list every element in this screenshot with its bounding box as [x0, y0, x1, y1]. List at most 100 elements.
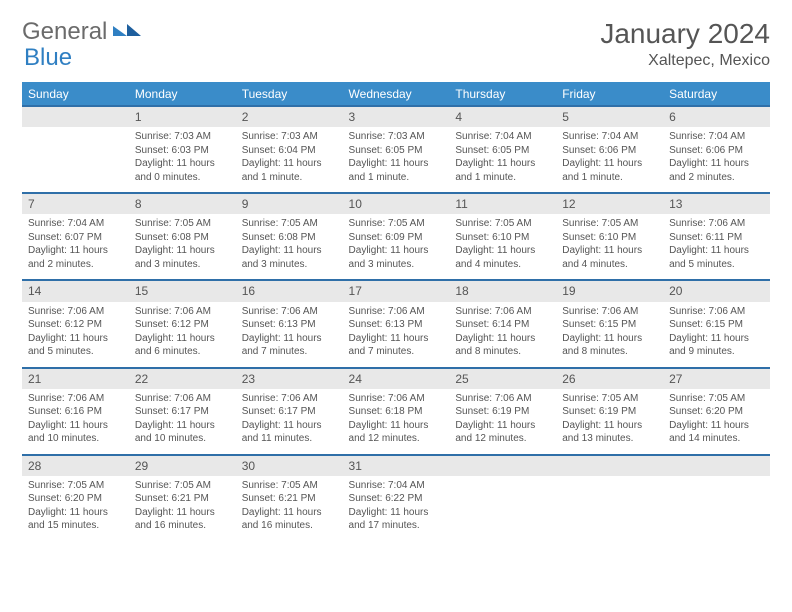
day-info-line: Sunset: 6:20 PM: [28, 492, 123, 506]
day-content-cell: Sunrise: 7:03 AMSunset: 6:04 PMDaylight:…: [236, 127, 343, 193]
day-number: 26: [562, 372, 575, 386]
day-content-cell: Sunrise: 7:06 AMSunset: 6:17 PMDaylight:…: [236, 389, 343, 455]
brand-logo: General: [22, 18, 143, 46]
day-content-cell: Sunrise: 7:05 AMSunset: 6:10 PMDaylight:…: [449, 214, 556, 280]
day-number-cell: 18: [449, 280, 556, 301]
day-info-line: Daylight: 11 hours: [242, 419, 337, 433]
day-number-cell: 28: [22, 455, 129, 476]
day-info-line: Sunrise: 7:05 AM: [562, 217, 657, 231]
day-info-line: Sunset: 6:09 PM: [349, 231, 444, 245]
day-info-line: Sunset: 6:15 PM: [562, 318, 657, 332]
day-info-line: Sunset: 6:11 PM: [669, 231, 764, 245]
day-info-line: Sunset: 6:16 PM: [28, 405, 123, 419]
day-content-cell: Sunrise: 7:04 AMSunset: 6:05 PMDaylight:…: [449, 127, 556, 193]
day-content-cell: Sunrise: 7:06 AMSunset: 6:19 PMDaylight:…: [449, 389, 556, 455]
day-info-line: Daylight: 11 hours: [455, 244, 550, 258]
day-info-line: Sunrise: 7:04 AM: [455, 130, 550, 144]
day-number: 7: [28, 197, 35, 211]
day-content-cell: Sunrise: 7:06 AMSunset: 6:12 PMDaylight:…: [129, 302, 236, 368]
page-header: General January 2024 Xaltepec, Mexico: [22, 18, 770, 70]
day-number: 24: [349, 372, 362, 386]
day-number: 21: [28, 372, 41, 386]
day-info-line: Sunset: 6:06 PM: [562, 144, 657, 158]
day-content-cell: Sunrise: 7:06 AMSunset: 6:15 PMDaylight:…: [556, 302, 663, 368]
day-info-line: and 7 minutes.: [242, 345, 337, 359]
day-number: 8: [135, 197, 142, 211]
day-content-cell: Sunrise: 7:05 AMSunset: 6:19 PMDaylight:…: [556, 389, 663, 455]
day-content-cell: Sunrise: 7:05 AMSunset: 6:20 PMDaylight:…: [663, 389, 770, 455]
day-info-line: Sunrise: 7:06 AM: [242, 305, 337, 319]
day-info-line: Sunset: 6:10 PM: [562, 231, 657, 245]
day-info-line: and 10 minutes.: [135, 432, 230, 446]
day-content-cell: Sunrise: 7:03 AMSunset: 6:03 PMDaylight:…: [129, 127, 236, 193]
day-info-line: Daylight: 11 hours: [562, 244, 657, 258]
day-info-line: Sunrise: 7:04 AM: [28, 217, 123, 231]
day-content-cell: Sunrise: 7:06 AMSunset: 6:11 PMDaylight:…: [663, 214, 770, 280]
day-number-cell: [663, 455, 770, 476]
day-content-cell: Sunrise: 7:04 AMSunset: 6:07 PMDaylight:…: [22, 214, 129, 280]
day-number: 3: [349, 110, 356, 124]
day-info-line: Daylight: 11 hours: [562, 332, 657, 346]
day-content-cell: Sunrise: 7:06 AMSunset: 6:18 PMDaylight:…: [343, 389, 450, 455]
day-number: 4: [455, 110, 462, 124]
day-info-line: Sunset: 6:17 PM: [135, 405, 230, 419]
day-info-line: Daylight: 11 hours: [349, 157, 444, 171]
day-number-cell: 1: [129, 106, 236, 127]
day-info-line: and 2 minutes.: [669, 171, 764, 185]
day-content-cell: Sunrise: 7:06 AMSunset: 6:12 PMDaylight:…: [22, 302, 129, 368]
day-number: 25: [455, 372, 468, 386]
weekday-header: Sunday: [22, 83, 129, 107]
calendar-body: 123456Sunrise: 7:03 AMSunset: 6:03 PMDay…: [22, 106, 770, 541]
day-info-line: Sunrise: 7:04 AM: [669, 130, 764, 144]
day-info-line: Sunrise: 7:05 AM: [135, 479, 230, 493]
day-number-cell: 24: [343, 368, 450, 389]
day-number: 30: [242, 459, 255, 473]
day-info-line: Sunset: 6:03 PM: [135, 144, 230, 158]
day-number-cell: 10: [343, 193, 450, 214]
day-info-line: Daylight: 11 hours: [669, 157, 764, 171]
day-info-line: Sunrise: 7:05 AM: [562, 392, 657, 406]
day-content-cell: Sunrise: 7:03 AMSunset: 6:05 PMDaylight:…: [343, 127, 450, 193]
weekday-header: Tuesday: [236, 83, 343, 107]
title-block: January 2024 Xaltepec, Mexico: [600, 18, 770, 70]
day-info-line: and 6 minutes.: [135, 345, 230, 359]
day-info-line: and 14 minutes.: [669, 432, 764, 446]
day-info-line: Sunrise: 7:06 AM: [349, 392, 444, 406]
day-info-line: Sunrise: 7:06 AM: [455, 305, 550, 319]
day-content-cell: Sunrise: 7:04 AMSunset: 6:06 PMDaylight:…: [663, 127, 770, 193]
day-info-line: Sunrise: 7:05 AM: [455, 217, 550, 231]
brand-part2: Blue: [24, 44, 72, 71]
day-info-line: Daylight: 11 hours: [242, 244, 337, 258]
day-content-cell: Sunrise: 7:06 AMSunset: 6:17 PMDaylight:…: [129, 389, 236, 455]
day-number-cell: 11: [449, 193, 556, 214]
day-number-cell: 19: [556, 280, 663, 301]
day-number-cell: 8: [129, 193, 236, 214]
day-info-line: Daylight: 11 hours: [455, 419, 550, 433]
brand-mark-icon: [113, 20, 141, 45]
day-info-line: Sunrise: 7:05 AM: [349, 217, 444, 231]
brand-part2-wrap: Blue: [24, 44, 72, 72]
day-info-line: Sunset: 6:13 PM: [349, 318, 444, 332]
day-info-line: Daylight: 11 hours: [28, 332, 123, 346]
day-info-line: and 3 minutes.: [242, 258, 337, 272]
day-info-line: Sunset: 6:08 PM: [135, 231, 230, 245]
weekday-header: Thursday: [449, 83, 556, 107]
day-info-line: and 16 minutes.: [135, 519, 230, 533]
day-info-line: and 12 minutes.: [349, 432, 444, 446]
day-number-cell: 15: [129, 280, 236, 301]
location-label: Xaltepec, Mexico: [600, 52, 770, 70]
day-info-line: Daylight: 11 hours: [669, 332, 764, 346]
day-number-cell: 16: [236, 280, 343, 301]
day-number-cell: 30: [236, 455, 343, 476]
day-number-cell: 31: [343, 455, 450, 476]
day-info-line: and 11 minutes.: [242, 432, 337, 446]
day-info-line: Sunrise: 7:05 AM: [135, 217, 230, 231]
day-info-line: Sunrise: 7:06 AM: [135, 305, 230, 319]
day-info-line: and 15 minutes.: [28, 519, 123, 533]
day-number-cell: 9: [236, 193, 343, 214]
day-number: 18: [455, 284, 468, 298]
day-info-line: Sunset: 6:18 PM: [349, 405, 444, 419]
day-info-line: Sunrise: 7:06 AM: [135, 392, 230, 406]
day-info-line: Daylight: 11 hours: [349, 506, 444, 520]
day-number-row: 78910111213: [22, 193, 770, 214]
